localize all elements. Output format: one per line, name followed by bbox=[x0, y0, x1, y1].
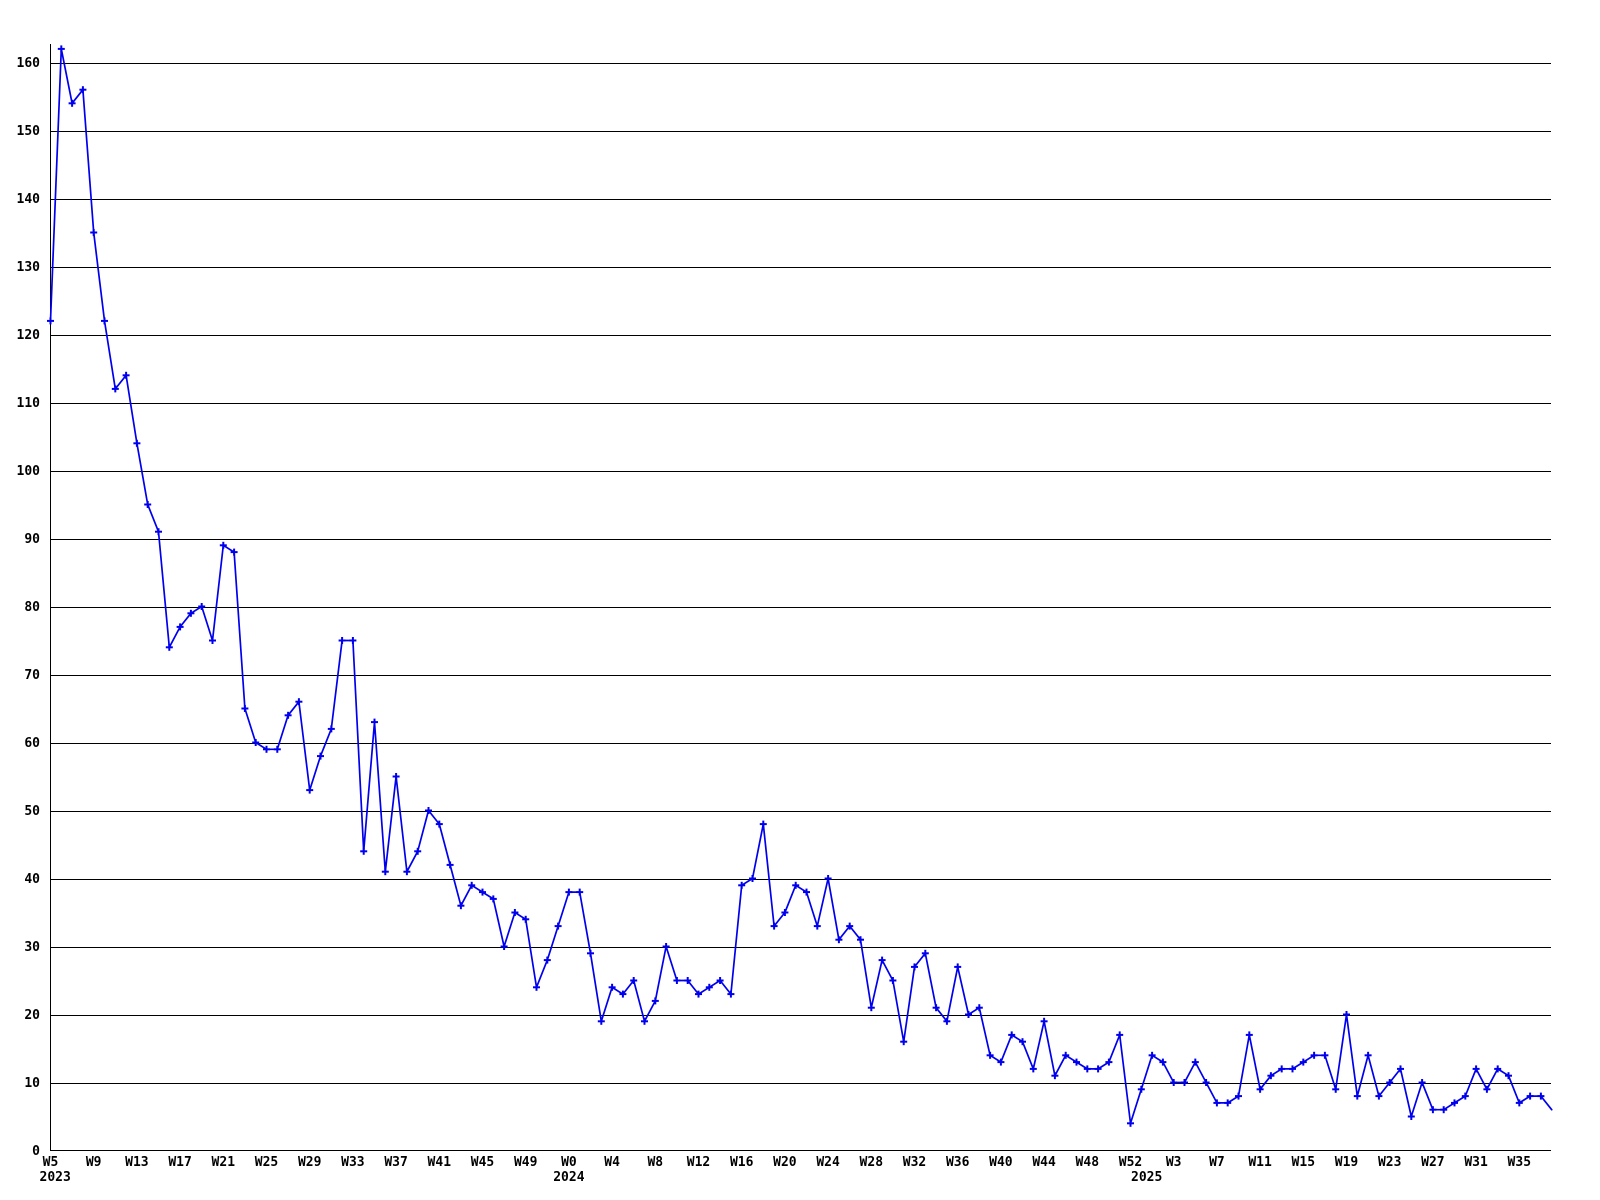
x-tick-label: W44 bbox=[1032, 1155, 1056, 1170]
y-tick-label: 90 bbox=[24, 532, 40, 547]
y-tick-label: 20 bbox=[24, 1008, 40, 1023]
x-tick-label: W21 bbox=[212, 1155, 236, 1170]
x-tick-label: W48 bbox=[1076, 1155, 1100, 1170]
x-tick-label: W11 bbox=[1248, 1155, 1272, 1170]
x-tick-label: W52 bbox=[1119, 1155, 1142, 1170]
y-tick-label: 100 bbox=[17, 464, 41, 479]
x-tick-label: W28 bbox=[860, 1155, 884, 1170]
x-tick-label: W49 bbox=[514, 1155, 537, 1170]
x-tick-label: W0 bbox=[561, 1155, 577, 1170]
x-tick-label: W37 bbox=[384, 1155, 407, 1170]
year-label: 2024 bbox=[553, 1170, 584, 1185]
y-tick-label: 60 bbox=[24, 736, 40, 751]
y-tick-label: 130 bbox=[17, 260, 41, 275]
x-tick-label: W7 bbox=[1209, 1155, 1225, 1170]
y-tick-label: 70 bbox=[24, 668, 40, 683]
x-tick-label: W41 bbox=[428, 1155, 452, 1170]
year-label: 2023 bbox=[40, 1170, 71, 1185]
x-tick-label: W17 bbox=[168, 1155, 191, 1170]
x-tick-label: W16 bbox=[730, 1155, 754, 1170]
x-tick-label: W24 bbox=[816, 1155, 840, 1170]
y-axis-labels: 0 10 20 30 40 50 60 70 80 90 100 110 120 130 140 150 160 bbox=[17, 56, 41, 1159]
x-tick-label: W33 bbox=[341, 1155, 364, 1170]
y-tick-label: 150 bbox=[17, 124, 41, 139]
x-tick-label: W19 bbox=[1335, 1155, 1358, 1170]
x-tick-label: W25 bbox=[255, 1155, 278, 1170]
x-tick-label: W20 bbox=[773, 1155, 797, 1170]
y-tick-label: 0 bbox=[32, 1144, 40, 1159]
x-tick-label: W45 bbox=[471, 1155, 494, 1170]
year-labels: 2023 2024 2025 bbox=[40, 1170, 1163, 1185]
data-point-markers bbox=[47, 45, 1545, 1127]
x-tick-label: W40 bbox=[989, 1155, 1013, 1170]
y-tick-label: 50 bbox=[24, 804, 40, 819]
x-tick-label: W36 bbox=[946, 1155, 970, 1170]
x-tick-label: W8 bbox=[647, 1155, 663, 1170]
x-tick-label: W13 bbox=[125, 1155, 148, 1170]
x-tick-label: W12 bbox=[687, 1155, 710, 1170]
x-tick-label: W31 bbox=[1464, 1155, 1488, 1170]
y-tick-label: 30 bbox=[24, 940, 40, 955]
y-tick-label: 160 bbox=[17, 56, 41, 71]
series-line bbox=[49, 48, 1553, 1125]
x-tick-label: W35 bbox=[1508, 1155, 1531, 1170]
y-tick-label: 140 bbox=[17, 192, 41, 207]
year-label: 2025 bbox=[1131, 1170, 1162, 1185]
x-tick-label: W32 bbox=[903, 1155, 926, 1170]
y-tick-label: 110 bbox=[17, 396, 41, 411]
x-tick-label: W3 bbox=[1166, 1155, 1182, 1170]
y-tick-label: 120 bbox=[17, 328, 41, 343]
x-tick-label: W29 bbox=[298, 1155, 321, 1170]
y-tick-label: 80 bbox=[24, 600, 40, 615]
x-tick-label: W9 bbox=[86, 1155, 102, 1170]
x-axis-labels: W5 W9 W13 W17 W21 W25 W29 W33 W37 W41 W45 W49 W0 W4 W8… bbox=[43, 1155, 1531, 1170]
gridlines bbox=[50, 63, 1551, 1084]
x-tick-label: W15 bbox=[1292, 1155, 1315, 1170]
x-tick-label: W27 bbox=[1421, 1155, 1444, 1170]
x-tick-label: W5 bbox=[43, 1155, 59, 1170]
x-tick-label: W4 bbox=[604, 1155, 620, 1170]
x-tick-label: W23 bbox=[1378, 1155, 1401, 1170]
y-tick-label: 10 bbox=[24, 1076, 40, 1091]
y-tick-label: 40 bbox=[24, 872, 40, 887]
